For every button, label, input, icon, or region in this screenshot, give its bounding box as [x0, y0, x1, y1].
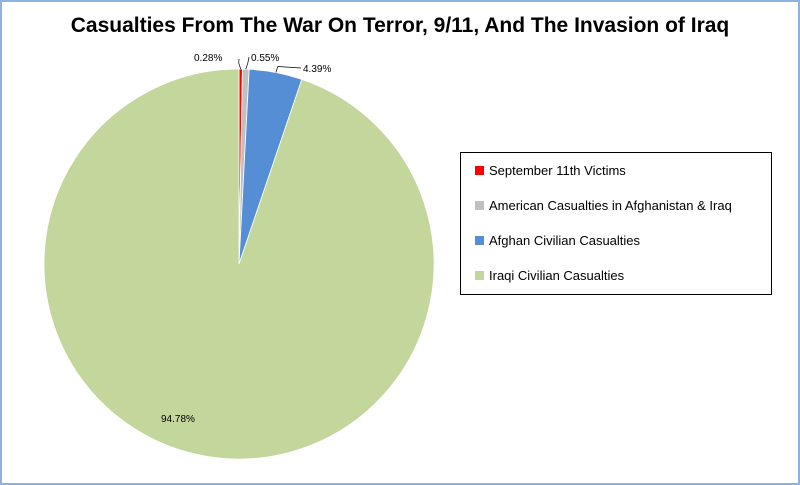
data-label: 0.55%	[251, 53, 279, 64]
legend-label: September 11th Victims	[489, 163, 626, 178]
legend: September 11th Victims American Casualti…	[460, 152, 772, 295]
legend-item: American Casualties in Afghanistan & Ira…	[475, 197, 732, 215]
pie-slice	[43, 68, 435, 460]
data-label: 4.39%	[303, 64, 331, 75]
legend-item: Afghan Civilian Casualties	[475, 232, 640, 250]
legend-item: September 11th Victims	[475, 162, 626, 180]
legend-label: American Casualties in Afghanistan & Ira…	[489, 198, 732, 213]
legend-label: Afghan Civilian Casualties	[489, 233, 641, 248]
data-label: 0.28%	[194, 53, 222, 64]
legend-swatch-1	[475, 201, 484, 210]
leader-line	[238, 58, 242, 70]
leader-line	[275, 66, 302, 73]
legend-swatch-2	[475, 236, 484, 245]
data-label: 94.78%	[161, 414, 195, 425]
legend-label: Iraqi Civilian Casualties	[489, 268, 625, 283]
leader-line	[245, 56, 250, 70]
legend-swatch-0	[475, 166, 484, 175]
legend-swatch-3	[475, 271, 484, 280]
legend-item: Iraqi Civilian Casualties	[475, 267, 624, 285]
chart-title: Casualties From The War On Terror, 9/11,…	[70, 14, 730, 37]
